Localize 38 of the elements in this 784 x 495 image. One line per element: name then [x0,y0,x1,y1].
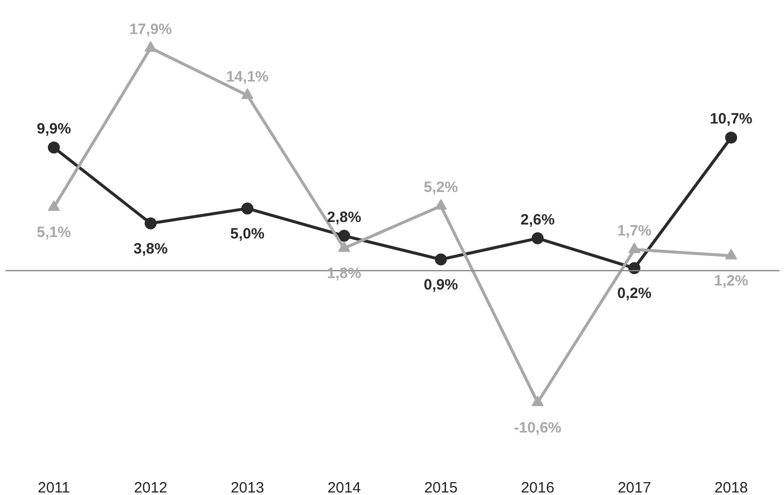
data-label: 2,6% [520,211,555,228]
point [532,396,544,406]
point [241,88,254,99]
x-tick-label: 2012 [134,480,168,495]
point [48,200,60,211]
point [434,199,447,210]
data-label: 0,9% [424,276,458,294]
point [338,241,350,252]
data-label: 2,8% [327,208,362,226]
data-label: 5,2% [424,178,458,196]
data-label: -10,6% [514,419,562,436]
point [144,217,157,230]
point [48,142,60,154]
point [144,41,157,52]
point [532,232,544,244]
point [241,202,254,214]
data-label: 0,2% [617,285,652,302]
point [725,248,738,260]
x-tick-label: 2013 [230,480,264,495]
x-tick-label: 2014 [327,480,361,495]
x-tick-label: 2015 [424,480,458,495]
x-tick-label: 2018 [714,480,748,495]
point [338,230,350,242]
data-label: 5,1% [36,224,71,242]
point [434,253,447,266]
point [725,132,738,144]
data-label: 17,9% [129,21,172,38]
data-label: 14,1% [226,68,269,86]
x-tick-label: 2011 [38,480,70,495]
data-label: 5,0% [230,225,264,242]
x-tick-label: 2016 [520,480,554,495]
data-label: 1,2% [714,272,748,290]
point [628,242,640,254]
data-label: 3,8% [134,240,168,258]
x-tick-label: 2017 [618,480,652,495]
data-label: 10,7% [710,110,752,128]
data-label: 9,9% [36,120,71,138]
data-label: 1,7% [617,222,652,240]
